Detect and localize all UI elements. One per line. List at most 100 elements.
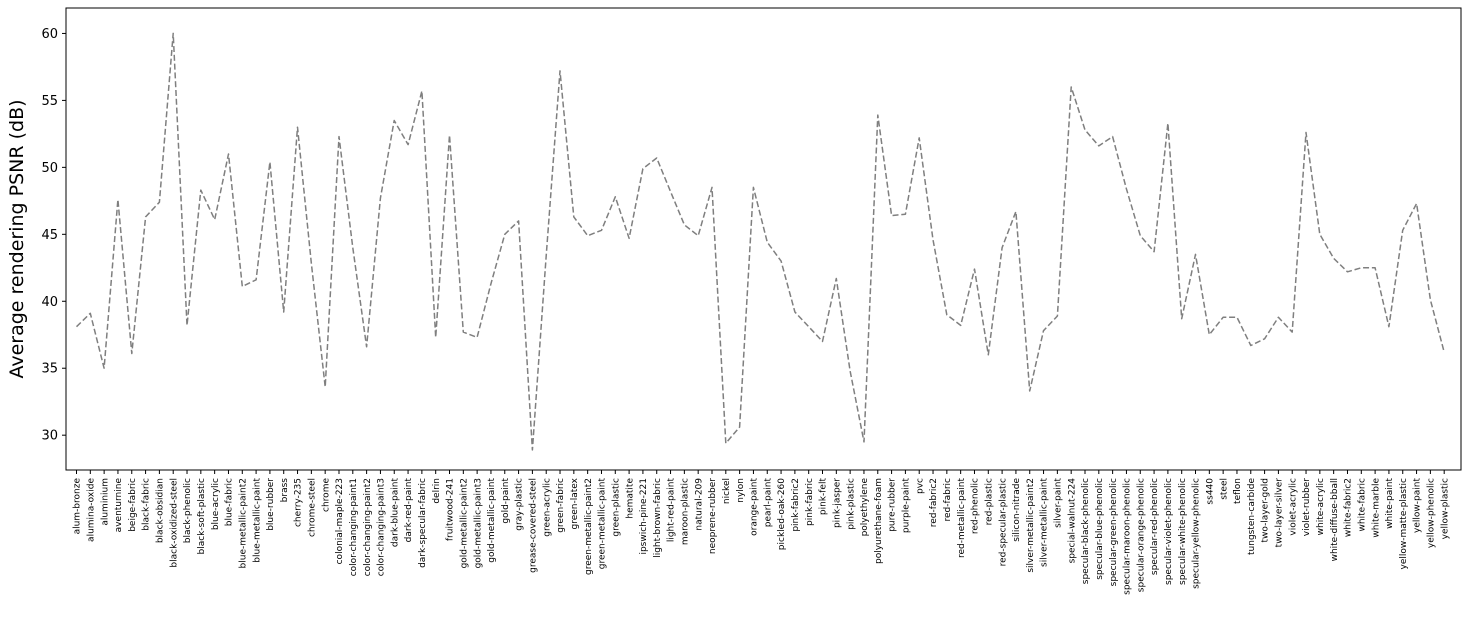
y-tick-label: 35 [41,362,58,377]
x-tick-label: cherry-235 [294,478,304,527]
x-tick-label: silicon-nitrade [1012,478,1022,542]
x-tick-label: red-fabric [943,478,953,522]
x-tick-label: yellow-matte-plastic [1399,478,1409,570]
x-tick-label: yellow-plastic [1440,478,1450,539]
x-tick-label: color-changing-paint3 [377,478,387,576]
x-tick-label: pure-rubber [888,478,898,532]
data-line [75,32,1445,451]
x-tick-label: pink-felt [819,478,829,516]
x-tick-label: ss440 [1205,478,1215,505]
x-tick-label: nylon [736,478,746,503]
x-tick-label: pickled-oak-260 [777,478,787,550]
x-tick-label: alum-bronze [73,478,83,535]
x-tick-label: specular-green-phenolic [1109,478,1119,586]
x-tick-label: aluminium [100,478,110,526]
x-tick-label: colonial-maple-223 [335,478,345,564]
x-tick-label: pink-fabric2 [791,478,801,532]
x-tick-label: light-brown-fabric [653,478,663,558]
x-tick-label: white-acrylic [1316,478,1326,535]
x-tick-label: white-diffuse-bball [1330,478,1340,561]
x-tick-label: specular-white-phenolic [1178,478,1188,585]
x-tick-label: yellow-phenolic [1427,478,1437,548]
x-tick-label: purple-paint [902,478,912,534]
x-tick-label: specular-yellow-phenolic [1192,478,1202,589]
x-tick-label: nickel [722,478,732,504]
x-tick-label: orange-paint [750,478,760,536]
x-tick-label: specular-violet-phenolic [1164,478,1174,585]
x-tick-label: blue-metallic-paint2 [238,478,248,568]
x-tick-label: green-acrylic [542,478,552,537]
x-tick-label: green-fabric [556,478,566,533]
x-tick-label: black-obsidian [156,478,166,543]
x-tick-label: red-specular-plastic [998,478,1008,566]
plot-border [65,7,1462,471]
x-tick-label: black-oxidized-steel [169,478,179,568]
x-tick-label: gold-metallic-paint3 [473,478,483,568]
x-tick-label: green-metallic-paint [598,478,608,570]
x-tick-label: dark-blue-paint [390,478,400,548]
y-tick-label: 50 [41,161,58,176]
x-tick-label: fruitwood-241 [446,478,456,541]
x-tick-label: black-soft-plastic [197,478,207,555]
x-tick-label: pink-plastic [846,478,856,530]
x-tick-label: violet-acrylic [1288,478,1298,536]
x-tick-label: specular-blue-phenolic [1095,478,1105,580]
x-tick-label: pink-jasper [832,478,842,528]
x-tick-label: blue-rubber [266,478,276,531]
x-tick-label: brass [280,478,290,503]
x-tick-label: dark-red-paint [404,478,414,543]
x-tick-label: delrin [432,478,442,504]
x-tick-label: black-fabric [142,478,152,531]
y-axis-label: Average rendering PSNR (dB) [6,99,28,379]
x-tick-label: tungsten-carbide [1247,478,1257,555]
x-tick-label: polyethylene [860,478,870,537]
x-tick-label: blue-fabric [225,478,235,526]
y-tick-label: 45 [41,228,58,243]
x-tick-label: neoprene-rubber [708,478,718,554]
x-tick-label: grease-covered-steel [529,478,539,573]
x-tick-label: two-layer-gold [1261,478,1271,543]
x-tick-label: color-changing-paint2 [363,478,373,576]
x-tick-label: color-changing-paint1 [349,478,359,576]
x-tick-label: pink-fabric [805,478,815,526]
x-tick-label: white-marble [1371,478,1381,538]
x-tick-label: gold-paint [501,478,511,524]
x-tick-label: red-plastic [984,478,994,525]
x-tick-label: green-plastic [611,478,621,537]
x-tick-label: specular-black-phenolic [1081,478,1091,584]
x-tick-label: pvc [915,478,925,494]
x-tick-label: red-fabric2 [929,478,939,527]
x-tick-label: white-fabric2 [1344,478,1354,537]
x-tick-label: specular-red-phenolic [1150,478,1160,575]
x-tick-label: green-metallic-paint2 [584,478,594,575]
x-tick-label: specular-orange-phenolic [1136,478,1146,592]
x-tick-label: violet-rubber [1302,478,1312,537]
x-tick-label: alumina-oxide [86,478,96,542]
x-tick-label: two-layer-silver [1275,478,1285,548]
y-tick-label: 30 [41,429,58,444]
x-tick-label: chrome-steel [308,478,318,537]
x-tick-label: ipswich-pine-221 [639,478,649,555]
x-tick-label: pearl-paint [763,478,773,528]
x-tick-label: polyurethane-foam [874,478,884,564]
x-tick-label: teflon [1233,478,1243,504]
x-tick-label: chrome [321,478,331,512]
x-tick-label: natural-209 [694,478,704,531]
y-tick-label: 60 [41,27,58,42]
x-tick-label: maroon-plastic [681,478,691,545]
x-tick-label: silver-metallic-paint [1040,478,1050,567]
x-tick-label: silver-paint [1054,478,1064,528]
x-tick-label: gold-metallic-paint2 [459,478,469,568]
x-tick-label: white-fabric [1357,478,1367,531]
x-tick-label: dark-specular-fabric [418,478,428,568]
x-tick-label: gold-metallic-paint [487,478,497,563]
x-tick-label: gray-plastic [515,478,525,531]
x-tick-label: silver-metallic-paint2 [1026,478,1036,573]
x-tick-label: hematite [625,478,635,519]
x-tick-label: yellow-paint [1413,478,1423,533]
x-tick-label: red-metallic-paint [957,478,967,558]
x-tick-label: beige-fabric [128,478,138,532]
x-tick-label: green-latex [570,477,580,529]
